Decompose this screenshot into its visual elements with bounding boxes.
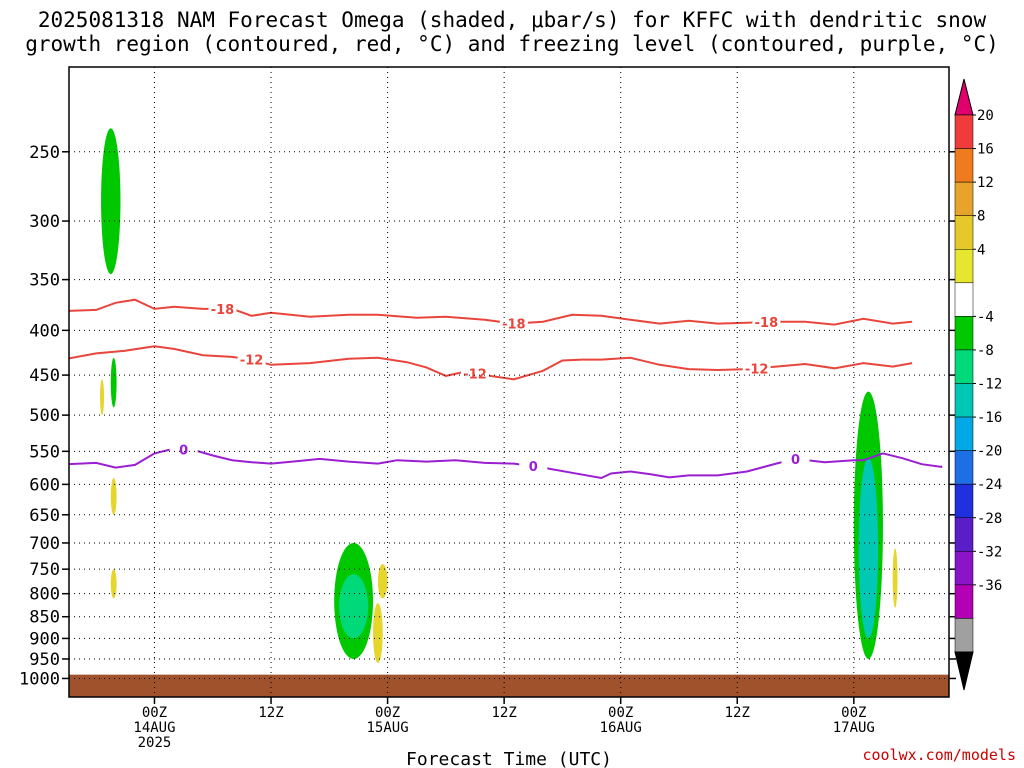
x-axis-label: Forecast Time (UTC) <box>406 749 612 768</box>
omega-region-8 <box>373 603 383 663</box>
y-tick-label: 950 <box>29 650 60 670</box>
omega-region-7 <box>377 564 388 599</box>
y-tick-label: 750 <box>29 560 60 580</box>
y-tick-label: 650 <box>29 506 60 526</box>
colorbar-box <box>954 551 974 586</box>
contour-label-bg <box>742 360 771 377</box>
colorbar-label: -28 <box>977 511 1002 527</box>
contour-label: 0 <box>179 443 188 458</box>
colorbar-box <box>954 215 974 250</box>
contour-m18-0 <box>69 298 913 326</box>
chart-title: 2025081318 NAM Forecast Omega (shaded, μ… <box>25 8 999 56</box>
colorbar-box <box>954 383 974 418</box>
colorbar-box <box>954 618 974 653</box>
colorbar-box <box>954 148 974 183</box>
y-tick-label: 850 <box>29 608 60 628</box>
colorbar-box <box>954 483 974 518</box>
contour-label-bg <box>519 458 548 475</box>
x-tick-label: 16AUG <box>600 720 642 736</box>
x-tick-label: 00Z <box>375 705 400 721</box>
x-tick-label: 00Z <box>142 705 167 721</box>
y-tick-label: 900 <box>29 629 60 649</box>
omega-region-0 <box>101 128 121 275</box>
x-tick-label: 00Z <box>841 705 866 721</box>
colorbar-box <box>954 114 974 149</box>
plot-area: -18 -18 -18 -12 -12 -12 0 0 0 <box>69 128 949 697</box>
colorbar-box <box>954 584 974 619</box>
y-tick-label: 600 <box>29 475 60 495</box>
contour-label-bg <box>237 351 266 368</box>
colorbar-box <box>954 450 974 485</box>
y-tick-label: 1000 <box>19 669 60 689</box>
contour-label: -12 <box>745 362 769 377</box>
contour-0-2 <box>69 447 943 480</box>
x-tick-label: 2025 <box>138 735 172 751</box>
contour-label: -18 <box>211 303 235 318</box>
omega-region-6 <box>339 574 369 639</box>
colorbar-label: -16 <box>977 410 1002 426</box>
colorbar-label: 4 <box>977 242 985 258</box>
colorbar-box <box>954 282 974 317</box>
contour-label: -18 <box>755 316 779 331</box>
colorbar-label: -4 <box>977 309 994 325</box>
colorbar-box <box>954 316 974 351</box>
contour-label-bg <box>208 300 237 317</box>
y-tick-label: 400 <box>29 321 60 341</box>
colorbar-label: -20 <box>977 444 1002 460</box>
contour-label: -18 <box>502 318 526 333</box>
colorbar-label: -32 <box>977 544 1002 560</box>
x-tick-label: 15AUG <box>367 720 409 736</box>
y-tick-label: 500 <box>29 406 60 426</box>
colorbar-label: -24 <box>977 477 1002 493</box>
y-tick-label: 300 <box>29 212 60 232</box>
colorbar-box <box>954 517 974 552</box>
x-tick-label: 14AUG <box>133 720 175 736</box>
contour-label-bg <box>499 315 528 332</box>
y-tick-label: 350 <box>29 271 60 291</box>
contour-label-bg <box>461 365 490 382</box>
contour-label: 0 <box>529 460 538 475</box>
ground-fill <box>69 674 949 697</box>
plot-frame <box>68 66 950 698</box>
x-tick-label: 12Z <box>491 705 516 721</box>
contour-label-bg <box>169 441 198 458</box>
contour-label-bg <box>752 314 781 331</box>
colorbar-label: 12 <box>977 175 994 191</box>
colorbar-box <box>954 416 974 451</box>
colorbar-top-arrow <box>954 78 974 116</box>
colorbar-box <box>954 349 974 384</box>
x-tick-label: 12Z <box>258 705 283 721</box>
y-tick-label: 450 <box>29 366 60 386</box>
y-tick-label: 250 <box>29 143 60 163</box>
contour-label: -12 <box>463 367 487 382</box>
watermark: coolwx.com/models <box>862 746 1016 764</box>
omega-region-1 <box>100 379 105 416</box>
contour-label: -12 <box>240 354 264 369</box>
x-tick-label: 17AUG <box>833 720 875 736</box>
omega-region-2 <box>110 357 117 408</box>
omega-region-3 <box>110 478 117 515</box>
colorbar-bottom-arrow <box>954 651 974 691</box>
x-tick-label: 00Z <box>608 705 633 721</box>
colorbar-label: -12 <box>977 377 1002 393</box>
contour-m12-1 <box>69 345 913 381</box>
colorbar-label: 8 <box>977 209 985 225</box>
colorbar-label: -36 <box>977 578 1002 594</box>
omega-region-4 <box>110 569 117 599</box>
colorbar-label: -8 <box>977 343 994 359</box>
omega-region-11 <box>892 548 898 608</box>
y-tick-label: 800 <box>29 585 60 605</box>
colorbar-label: 20 <box>977 108 994 124</box>
y-tick-label: 550 <box>29 442 60 462</box>
colorbar-label: 16 <box>977 142 994 158</box>
omega-region-10 <box>858 458 879 639</box>
colorbar-box <box>954 181 974 216</box>
contour-label: 0 <box>791 453 800 468</box>
contour-label-bg <box>781 450 810 467</box>
colorbar-box <box>954 249 974 284</box>
y-tick-label: 700 <box>29 534 60 554</box>
x-tick-label: 12Z <box>725 705 750 721</box>
